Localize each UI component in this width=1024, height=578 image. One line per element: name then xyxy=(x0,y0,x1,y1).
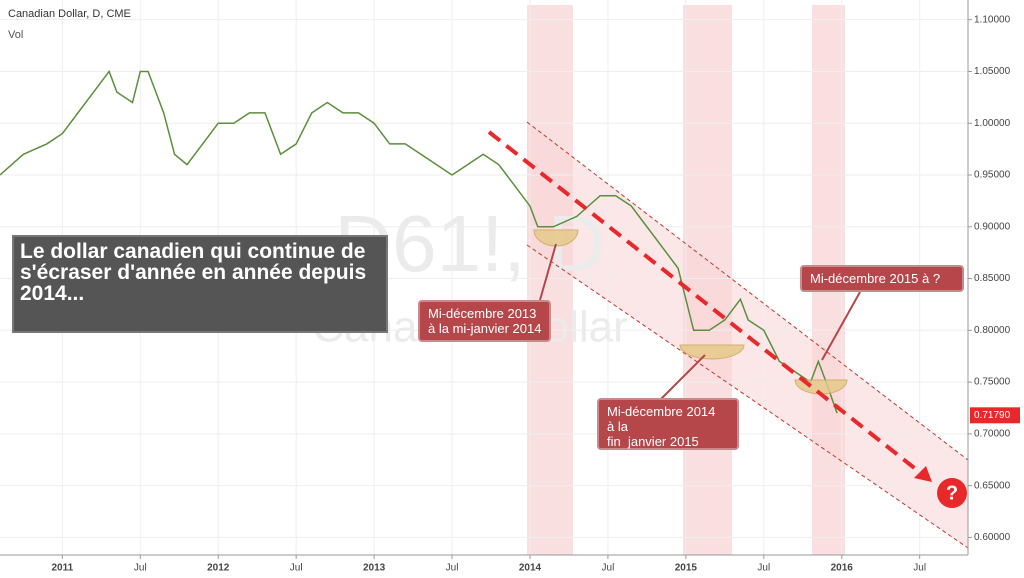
y-tick-label: 0.90000 xyxy=(974,221,1011,232)
y-tick-label: 0.95000 xyxy=(974,170,1011,181)
x-tick-label: Jul xyxy=(134,563,147,574)
y-tick-label: 0.80000 xyxy=(974,325,1011,336)
question-mark: ? xyxy=(946,482,958,504)
callout: Mi-décembre 2013 à la mi-janvier 2014 xyxy=(418,300,552,342)
main-annotation: Le dollar canadien qui continue de s'écr… xyxy=(12,235,388,333)
callout-pointer xyxy=(659,354,706,401)
x-tick-label: Jul xyxy=(602,563,615,574)
last-price-tag xyxy=(970,407,1020,424)
low-marker xyxy=(533,229,579,247)
x-tick-label: Jul xyxy=(757,563,770,574)
callout-pointer xyxy=(539,243,557,301)
x-tick-label: 2013 xyxy=(363,563,386,574)
y-tick-label: 1.00000 xyxy=(974,118,1011,129)
y-tick-label: 1.10000 xyxy=(974,14,1011,25)
x-tick-label: 2016 xyxy=(831,563,854,574)
y-tick-label: 0.75000 xyxy=(974,377,1011,388)
callout-line: Mi-décembre 2014 xyxy=(607,404,716,419)
trend-arrow xyxy=(914,466,932,482)
channel-line xyxy=(526,244,969,549)
question-icon xyxy=(937,478,967,508)
callout: Mi-décembre 2015 à ? xyxy=(800,265,964,292)
price-line xyxy=(0,69,838,414)
channel xyxy=(527,122,968,548)
low-marker xyxy=(679,344,745,360)
y-tick-label: 0.70000 xyxy=(974,428,1011,439)
highlight-band xyxy=(527,5,573,555)
y-tick-label: 0.65000 xyxy=(974,480,1011,491)
callout-line: Mi-décembre 2013 xyxy=(428,306,537,321)
callout-line: fin janvier 2015 xyxy=(607,434,699,449)
x-tick-label: 2012 xyxy=(207,563,230,574)
x-tick-label: Jul xyxy=(290,563,303,574)
callout: Mi-décembre 2014 à la fin janvier 2015 xyxy=(597,398,739,450)
callout-pointer xyxy=(821,291,861,361)
last-price-label: 0.71790 xyxy=(974,410,1011,421)
y-tick-label: 0.85000 xyxy=(974,273,1011,284)
x-tick-label: 2015 xyxy=(675,563,698,574)
y-tick-label: 1.05000 xyxy=(974,66,1011,77)
y-tick-label: 0.60000 xyxy=(974,532,1011,543)
trend-line xyxy=(487,130,924,476)
x-tick-label: 2014 xyxy=(519,563,542,574)
chart-subtitle: Vol xyxy=(8,29,23,41)
chart-title: Canadian Dollar, D, CME xyxy=(8,8,131,20)
x-tick-label: 2011 xyxy=(51,563,73,574)
channel-line xyxy=(526,121,969,461)
x-tick-label: Jul xyxy=(446,563,459,574)
callout-line: à la mi-janvier 2014 xyxy=(428,321,542,336)
x-tick-label: Jul xyxy=(913,563,926,574)
callout-line: à la xyxy=(607,419,628,434)
